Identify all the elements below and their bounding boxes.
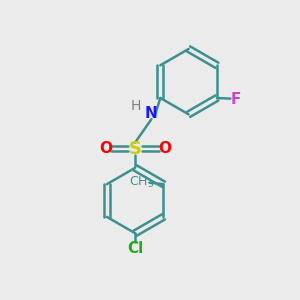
Text: Cl: Cl	[127, 241, 143, 256]
Text: O: O	[99, 141, 112, 156]
Text: S: S	[129, 140, 142, 158]
Text: H: H	[131, 99, 141, 113]
Text: CH$_3$: CH$_3$	[129, 175, 154, 190]
Text: N: N	[145, 106, 158, 121]
Text: F: F	[231, 92, 242, 107]
Text: O: O	[158, 141, 171, 156]
